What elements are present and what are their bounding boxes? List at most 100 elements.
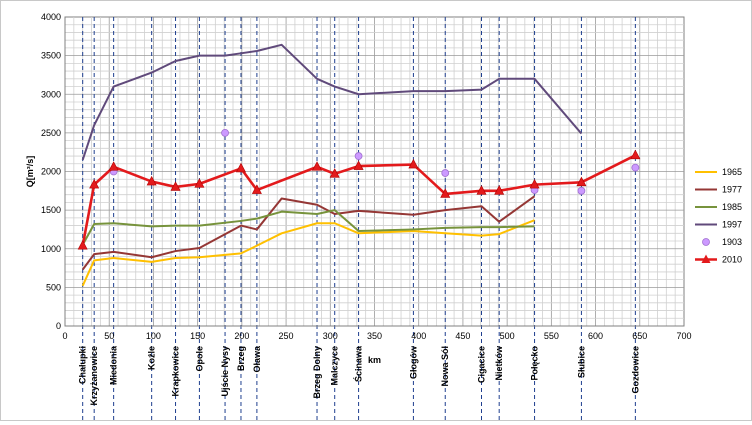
data-point-2010: [494, 185, 505, 195]
x-tick-label: 350: [367, 331, 382, 341]
y-axis-title: Q[m³/s]: [25, 156, 35, 188]
legend-label: 2010: [722, 255, 742, 265]
data-point-2010: [529, 178, 540, 189]
x-tick-label: 150: [190, 331, 205, 341]
station-label: Brzeg: [236, 346, 246, 371]
legend-item-1965: 1965: [695, 167, 742, 177]
legend-marker: [701, 254, 711, 263]
axes: Q[m³/s] km 05001000150020002500300035004…: [25, 12, 692, 365]
legend-label: 1985: [722, 202, 742, 212]
series: [77, 43, 641, 287]
data-point-2010: [440, 188, 451, 198]
series-line-1997: [81, 43, 583, 161]
x-tick-label: 700: [676, 331, 691, 341]
series-line-1985: [81, 209, 535, 246]
data-point-2010: [89, 178, 100, 189]
x-tick-label: 450: [455, 331, 470, 341]
x-tick-label: 400: [411, 331, 426, 341]
station-label: Nowa Sól: [440, 346, 450, 387]
series-1997: [81, 43, 583, 161]
legend-item-2010: 2010: [695, 254, 742, 265]
station-labels: Chałupki Krzyżanowice Miedonia Koźle Krapkow…: [78, 345, 641, 406]
x-tick-label: 600: [588, 331, 603, 341]
grid: [64, 16, 685, 327]
station-label: Krzyżanowice: [89, 346, 99, 406]
data-point-2010: [194, 178, 205, 188]
data-point-1903: [577, 186, 586, 195]
station-label: Brzeg Dolny: [312, 346, 322, 399]
station-label: Połęcko: [530, 345, 540, 380]
station-label: Oława: [252, 345, 262, 373]
station-label: Miedonia: [109, 345, 119, 385]
legend: 1965 1977 1985 1997 1903 2010: [695, 167, 742, 265]
data-point-2010: [251, 184, 262, 194]
x-tick-label: 0: [62, 331, 67, 341]
legend-item-1903: 1903: [702, 237, 742, 247]
legend-label: 1977: [722, 185, 742, 195]
legend-label: 1903: [722, 237, 742, 247]
x-tick-label: 50: [104, 331, 114, 341]
data-point-2010: [630, 149, 641, 160]
data-point-2010: [576, 176, 587, 187]
station-label: Nietków: [494, 345, 504, 381]
station-label: Słubice: [576, 346, 586, 378]
data-point-2010: [146, 175, 157, 186]
x-tick-label: 300: [323, 331, 338, 341]
station-label: Ścinawa: [353, 345, 364, 382]
legend-item-1985: 1985: [695, 202, 742, 212]
y-tick-label: 1500: [41, 205, 61, 215]
data-point-2010: [235, 162, 246, 173]
data-point-2010: [476, 185, 487, 195]
x-tick-label: 500: [500, 331, 515, 341]
y-tick-label: 2500: [41, 128, 61, 138]
station-label: Chałupki: [78, 346, 88, 384]
station-label: Gozdowice: [630, 346, 640, 394]
data-point-2010: [108, 161, 119, 171]
station-label: Koźle: [147, 346, 157, 370]
legend-label: 1997: [722, 220, 742, 230]
station-label: Malczyce: [330, 346, 340, 386]
legend-swatch: [702, 238, 710, 246]
y-tick-label: 0: [56, 321, 61, 331]
series-1965: [81, 219, 535, 287]
x-tick-label: 650: [632, 331, 647, 341]
x-tick-label: 100: [146, 331, 161, 341]
y-tick-label: 3500: [41, 51, 61, 61]
series-line-1977: [81, 195, 536, 271]
series-1977: [81, 195, 536, 271]
data-point-1903: [441, 169, 450, 177]
data-point-2010: [353, 160, 364, 170]
station-label: Opole: [194, 346, 204, 372]
data-point-2010: [329, 168, 340, 178]
data-point-1903: [221, 128, 229, 137]
station-label: Krapkowice: [171, 346, 181, 397]
data-point-2010: [408, 158, 419, 169]
series-line-1965: [81, 219, 535, 287]
x-tick-label: 200: [234, 331, 249, 341]
y-tick-label: 2000: [41, 167, 61, 177]
y-tick-label: 4000: [41, 12, 61, 22]
x-axis-title: km: [368, 355, 381, 365]
x-tick-label: 250: [279, 331, 294, 341]
series-1903: [109, 128, 640, 195]
y-tick-label: 500: [46, 282, 61, 292]
series-2010: [77, 149, 641, 250]
data-point-1903: [631, 163, 640, 172]
y-tick-label: 1000: [41, 244, 61, 254]
legend-item-1977: 1977: [695, 185, 742, 195]
station-label: Cigacice: [476, 346, 486, 383]
legend-label: 1965: [722, 167, 742, 177]
series-line-2010: [81, 154, 636, 246]
series-1985: [81, 209, 535, 246]
station-label: Ujście Nysy: [220, 346, 230, 397]
data-point-2010: [312, 161, 323, 171]
station-label: Głogów: [408, 345, 418, 379]
data-point-1903: [354, 152, 363, 160]
data-point-2010: [77, 240, 88, 250]
data-point-2010: [170, 181, 181, 191]
x-tick-label: 550: [544, 331, 559, 341]
y-tick-label: 3000: [41, 89, 61, 99]
legend-item-1997: 1997: [695, 220, 742, 230]
